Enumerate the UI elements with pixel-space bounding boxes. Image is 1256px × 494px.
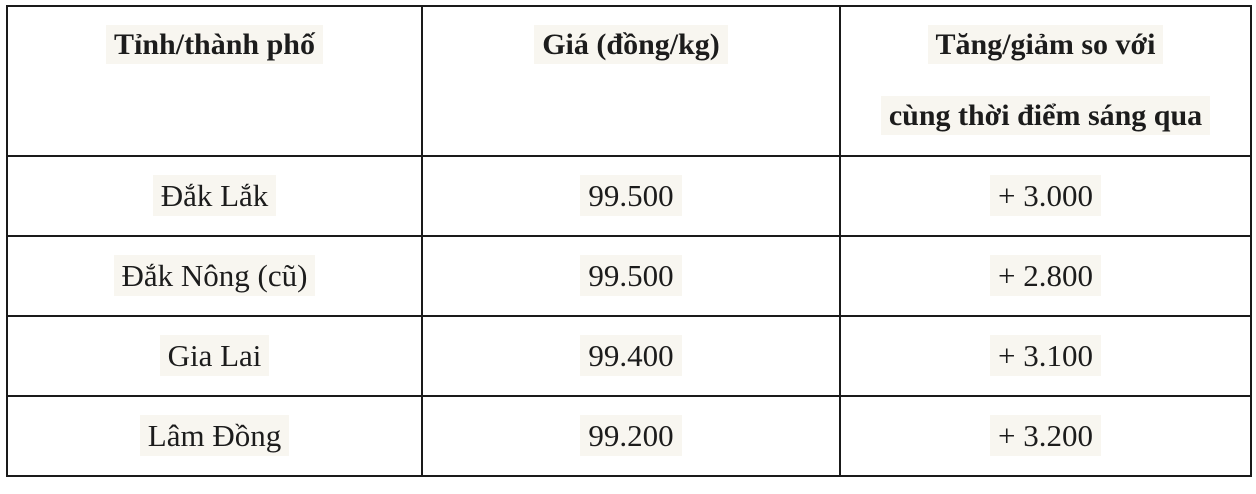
cell-price: 99.500 (421, 235, 841, 317)
cell-province: Đắk Lắk (6, 155, 423, 237)
header-price-label: Giá (đồng/kg) (534, 25, 728, 64)
header-change: Tăng/giảm so với cùng thời điểm sáng qua (839, 5, 1252, 157)
cell-province: Gia Lai (6, 315, 423, 397)
header-change-line1: Tăng/giảm so với (841, 25, 1250, 64)
header-price: Giá (đồng/kg) (421, 5, 841, 157)
coffee-price-table: Tỉnh/thành phố Giá (đồng/kg) Tăng/giảm s… (6, 5, 1252, 477)
table-row: Gia Lai 99.400 + 3.100 (6, 315, 1252, 397)
table-row: Đắk Nông (cũ) 99.500 + 2.800 (6, 235, 1252, 317)
table-header-row: Tỉnh/thành phố Giá (đồng/kg) Tăng/giảm s… (6, 5, 1252, 157)
header-province: Tỉnh/thành phố (6, 5, 423, 157)
cell-province: Lâm Đồng (6, 395, 423, 477)
cell-price: 99.400 (421, 315, 841, 397)
cell-price: 99.200 (421, 395, 841, 477)
header-change-line2: cùng thời điểm sáng qua (841, 96, 1250, 135)
cell-province: Đắk Nông (cũ) (6, 235, 423, 317)
header-province-label: Tỉnh/thành phố (106, 25, 323, 64)
cell-change: + 3.000 (839, 155, 1252, 237)
cell-price: 99.500 (421, 155, 841, 237)
cell-change: + 2.800 (839, 235, 1252, 317)
table-row: Đắk Lắk 99.500 + 3.000 (6, 155, 1252, 237)
cell-change: + 3.100 (839, 315, 1252, 397)
cell-change: + 3.200 (839, 395, 1252, 477)
table-row: Lâm Đồng 99.200 + 3.200 (6, 395, 1252, 477)
